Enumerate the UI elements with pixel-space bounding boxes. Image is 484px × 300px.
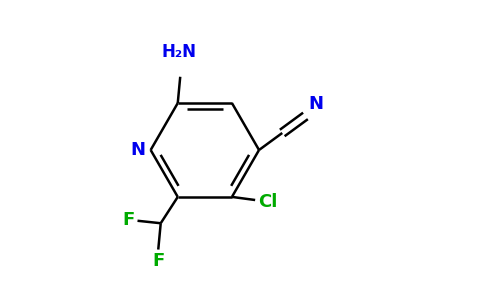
Text: Cl: Cl [257, 193, 277, 211]
Text: F: F [153, 252, 165, 270]
Text: H₂N: H₂N [161, 43, 196, 61]
Text: F: F [123, 211, 135, 229]
Text: N: N [309, 95, 324, 113]
Text: N: N [130, 141, 145, 159]
